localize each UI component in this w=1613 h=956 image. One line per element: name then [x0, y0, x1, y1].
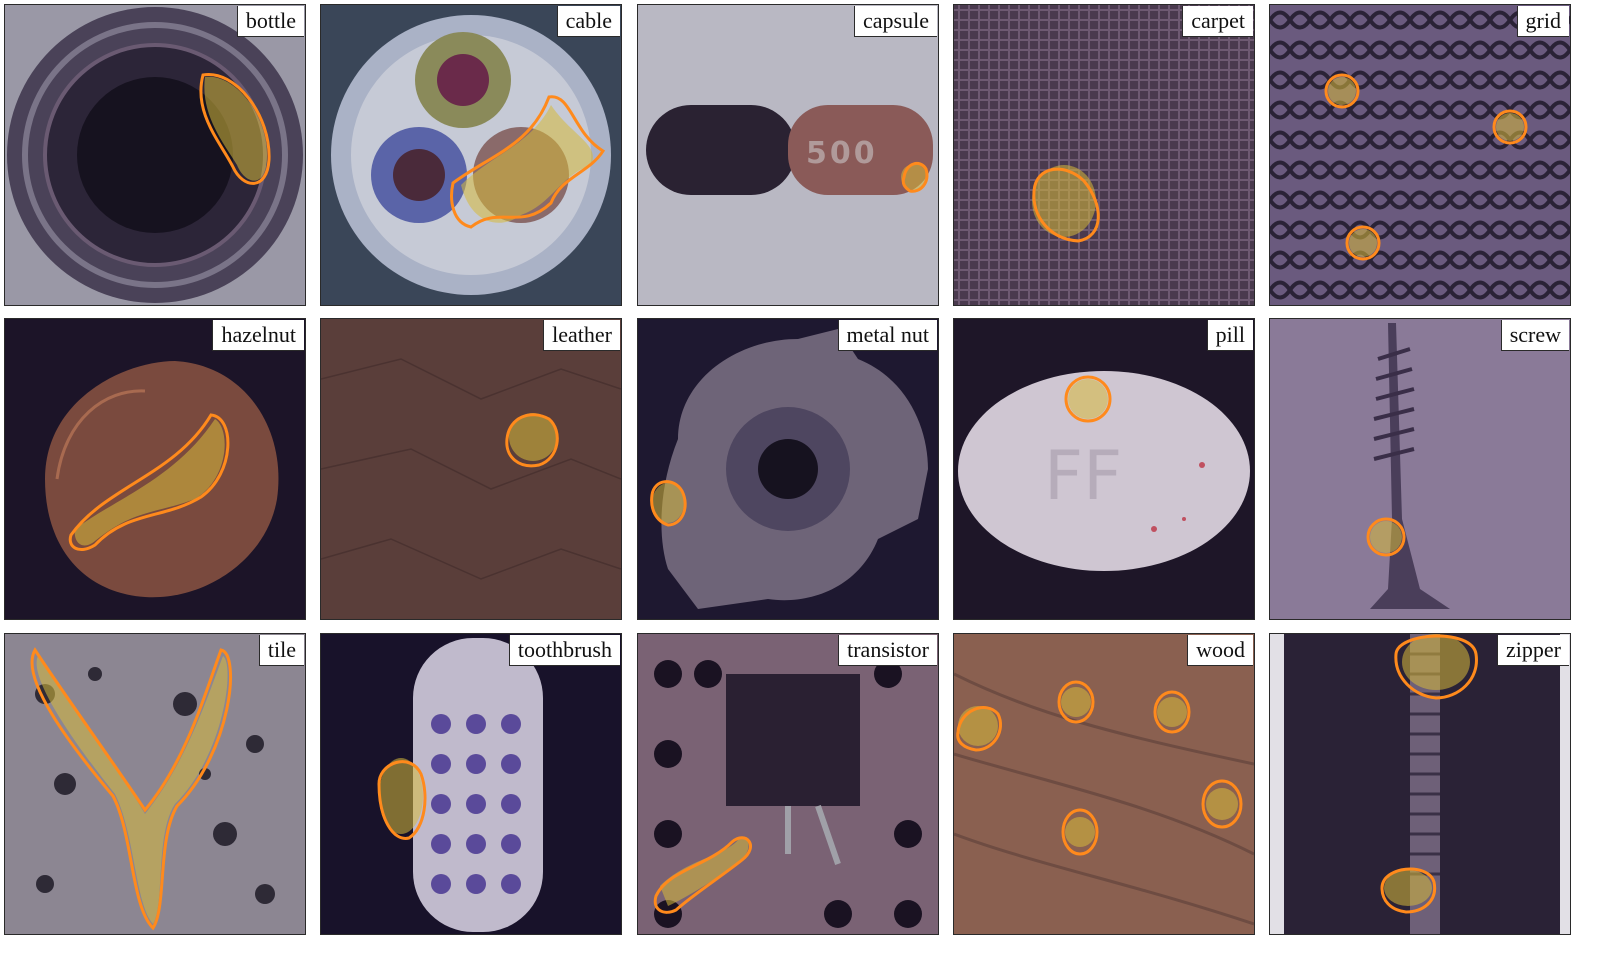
transistor-image [638, 634, 938, 934]
toothbrush-image [321, 634, 621, 934]
panel-hazelnut: hazelnut [4, 318, 306, 620]
panel-label: wood [1187, 635, 1253, 666]
panel-label: hazelnut [212, 320, 304, 351]
svg-text:500: 500 [806, 136, 878, 171]
hazelnut-image [5, 319, 305, 619]
anomaly-contour [1394, 634, 1478, 700]
anomaly-contour [1366, 517, 1406, 557]
panel-leather: leather [320, 318, 622, 620]
anomaly-contour [956, 706, 1002, 752]
panel-zipper: zipper [1269, 633, 1571, 935]
panel-metal-nut: metal nut [637, 318, 939, 620]
anomaly-contour [1380, 867, 1437, 914]
panel-label: capsule [854, 6, 937, 37]
panel-screw: screw [1269, 318, 1571, 620]
panel-transistor: transistor [637, 633, 939, 935]
grid-image [1270, 5, 1570, 305]
panel-label: tile [258, 635, 304, 666]
panel-label: cable [556, 6, 620, 37]
zipper-image [1270, 634, 1570, 934]
anomaly-contour [1064, 375, 1112, 423]
panel-label: toothbrush [508, 635, 620, 666]
anomaly-contour [377, 760, 427, 840]
tile-image [5, 634, 305, 934]
anomaly-contour [1201, 779, 1243, 829]
panel-label: transistor [838, 635, 937, 666]
cable-image [321, 5, 621, 305]
anomaly-contour [450, 95, 606, 229]
panel-label: bottle [236, 6, 304, 37]
panel-label: leather [543, 320, 620, 351]
panel-label: screw [1500, 320, 1569, 351]
panel-label: pill [1206, 320, 1253, 351]
panel-capsule: 500 capsule [637, 4, 939, 306]
metal-nut-image [638, 319, 938, 619]
anomaly-contour [1345, 225, 1381, 261]
panel-toothbrush: toothbrush [320, 633, 622, 935]
panel-bottle: bottle [4, 4, 306, 306]
panel-pill: FF pill [953, 318, 1255, 620]
anomaly-contour [1153, 690, 1191, 734]
panel-label: zipper [1497, 635, 1569, 666]
anomaly-contour [68, 413, 230, 551]
bottle-image [5, 5, 305, 305]
wood-image [954, 634, 1254, 934]
anomaly-contour [901, 161, 929, 193]
panel-label: carpet [1182, 6, 1253, 37]
panel-cable: cable [320, 4, 622, 306]
anomaly-contour [1061, 808, 1099, 856]
anomaly-contour [653, 836, 752, 914]
anomaly-contour [1492, 109, 1528, 145]
pill-image: FF [954, 319, 1254, 619]
panel-grid: grid [1269, 4, 1571, 306]
panel-wood: wood [953, 633, 1255, 935]
panel-carpet: carpet [953, 4, 1255, 306]
anomaly-contour [1032, 167, 1100, 243]
panel-tile: tile [4, 633, 306, 935]
anomaly-contour [199, 73, 271, 185]
anomaly-contour [650, 480, 687, 527]
anomaly-contour [30, 647, 232, 931]
capsule-image: 500 [638, 5, 938, 305]
leather-image [321, 319, 621, 619]
screw-image [1270, 319, 1570, 619]
anomaly-contour [1324, 73, 1360, 109]
anomaly-contour [1057, 680, 1095, 724]
panel-label: metal nut [837, 320, 937, 351]
anomaly-contour [505, 413, 559, 468]
carpet-image [954, 5, 1254, 305]
panel-label: grid [1516, 6, 1569, 37]
svg-text:FF: FF [1044, 437, 1122, 516]
